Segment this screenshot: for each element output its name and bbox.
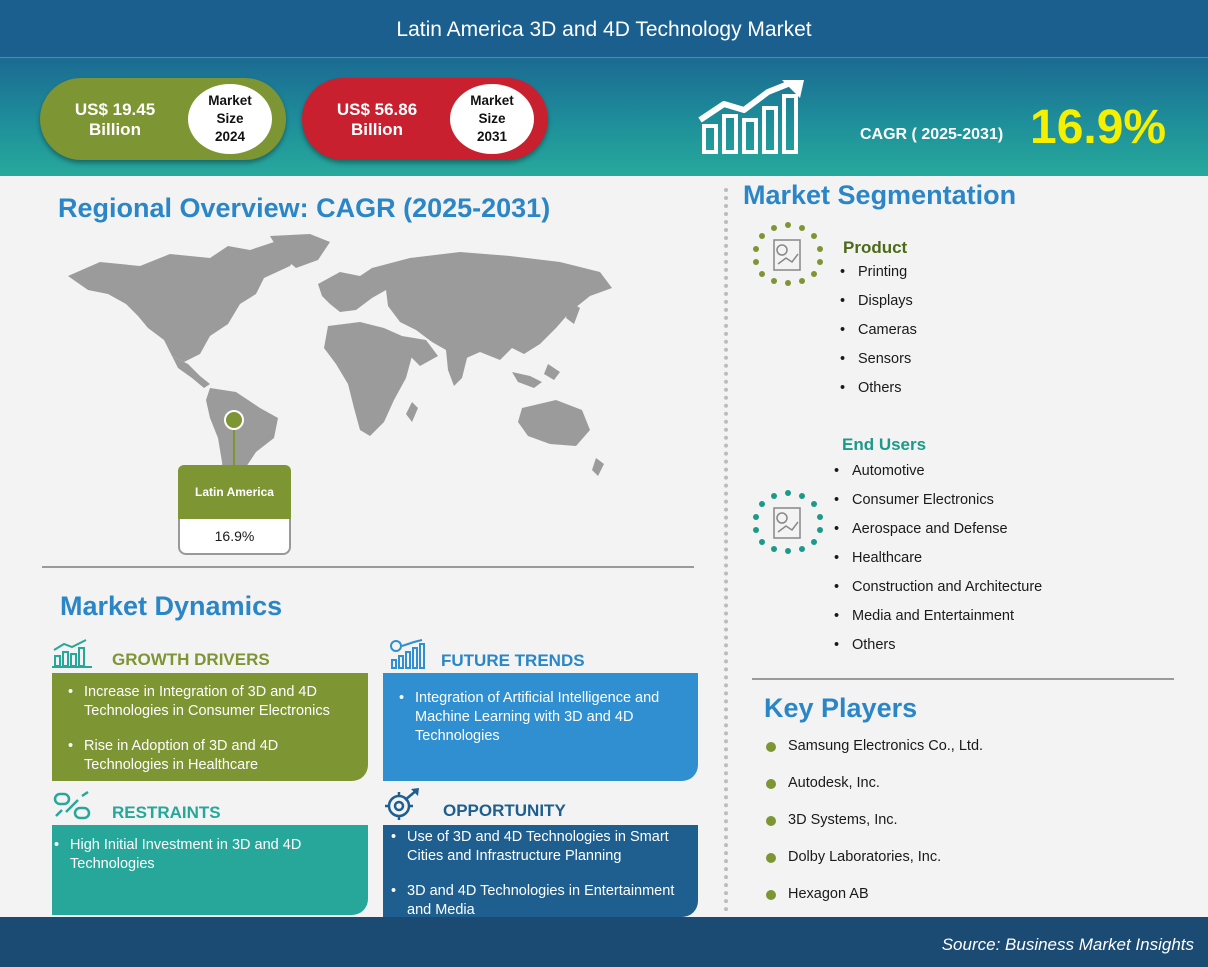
growth-driver-item: Rise in Adoption of 3D and 4D Technologi… [66, 737, 356, 775]
market-size-2024-pill: US$ 19.45 Billion Market Size 2024 [40, 78, 286, 160]
region-name: Latin America [178, 465, 291, 519]
restraint-item: High Initial Investment in 3D and 4D Tec… [52, 836, 356, 874]
end-users-segment-icon [753, 490, 823, 554]
growth-drivers-icon [52, 639, 92, 668]
end-users-segment-list: Automotive Consumer Electronics Aerospac… [834, 463, 1042, 666]
future-trends-title: FUTURE TRENDS [441, 651, 585, 670]
cagr-label: CAGR ( 2025-2031) [860, 126, 1004, 143]
end-user-item: Healthcare [834, 550, 1042, 579]
key-players-list: Samsung Electronics Co., Ltd. Autodesk, … [766, 738, 983, 923]
end-user-item: Automotive [834, 463, 1042, 492]
product-item: Sensors [840, 351, 917, 380]
market-segmentation-title: Market Segmentation [743, 180, 1017, 210]
world-map [68, 234, 612, 488]
product-segment-title: Product [843, 238, 908, 257]
product-segment-list: Printing Displays Cameras Sensors Others [840, 264, 917, 409]
key-player-item: 3D Systems, Inc. [766, 812, 983, 849]
end-users-segment-title: End Users [842, 435, 927, 454]
key-player-item: Hexagon AB [766, 886, 983, 923]
regional-overview-title: Regional Overview: CAGR (2025-2031) [58, 193, 551, 223]
restraints-icon [53, 790, 91, 820]
key-player-item: Samsung Electronics Co., Ltd. [766, 738, 983, 775]
product-item: Displays [840, 293, 917, 322]
end-user-item: Consumer Electronics [834, 492, 1042, 521]
growth-driver-item: Increase in Integration of 3D and 4D Tec… [66, 683, 356, 721]
source-footer: Source: Business Market Insights [0, 917, 1208, 967]
future-trends-icon [390, 639, 425, 669]
segmentation-divider [752, 678, 1174, 680]
future-trend-item: Integration of Artificial Intelligence a… [397, 689, 686, 746]
restraints-title: RESTRAINTS [112, 803, 221, 822]
key-player-item: Autodesk, Inc. [766, 775, 983, 812]
restraints-box: High Initial Investment in 3D and 4D Tec… [52, 825, 368, 915]
product-item: Printing [840, 264, 917, 293]
opportunity-box: Use of 3D and 4D Technologies in Smart C… [383, 825, 698, 920]
product-item: Cameras [840, 322, 917, 351]
market-size-2031-pill: US$ 56.86 Billion Market Size 2031 [302, 78, 548, 160]
end-user-item: Others [834, 637, 1042, 666]
opportunity-item: Use of 3D and 4D Technologies in Smart C… [389, 828, 688, 866]
vertical-divider [724, 188, 728, 912]
growth-drivers-title: GROWTH DRIVERS [112, 650, 270, 669]
end-user-item: Construction and Architecture [834, 579, 1042, 608]
product-segment-icon [753, 222, 823, 286]
market-size-2024-value: US$ 19.45 Billion [74, 100, 156, 139]
opportunity-icon [385, 788, 419, 820]
market-size-2031-label: Market Size 2031 [450, 84, 534, 154]
stats-band: US$ 19.45 Billion Market Size 2024 US$ 5… [0, 58, 1208, 176]
market-size-2031-value: US$ 56.86 Billion [336, 100, 418, 139]
map-pin [224, 410, 244, 430]
key-players-title: Key Players [764, 693, 918, 723]
product-item: Others [840, 380, 917, 409]
region-callout: Latin America 16.9% [178, 465, 291, 555]
section-divider [42, 566, 694, 568]
market-dynamics-title: Market Dynamics [60, 591, 283, 621]
region-cagr-value: 16.9% [178, 519, 291, 555]
growth-drivers-box: Increase in Integration of 3D and 4D Tec… [52, 673, 368, 781]
end-user-item: Media and Entertainment [834, 608, 1042, 637]
end-user-item: Aerospace and Defense [834, 521, 1042, 550]
growth-chart-icon [698, 80, 804, 154]
page-title: Latin America 3D and 4D Technology Marke… [0, 0, 1208, 58]
market-size-2024-label: Market Size 2024 [188, 84, 272, 154]
opportunity-title: OPPORTUNITY [443, 801, 566, 820]
key-player-item: Dolby Laboratories, Inc. [766, 849, 983, 886]
opportunity-item: 3D and 4D Technologies in Entertainment … [389, 882, 688, 920]
future-trends-box: Integration of Artificial Intelligence a… [383, 673, 698, 781]
cagr-value: 16.9% [1030, 101, 1167, 154]
